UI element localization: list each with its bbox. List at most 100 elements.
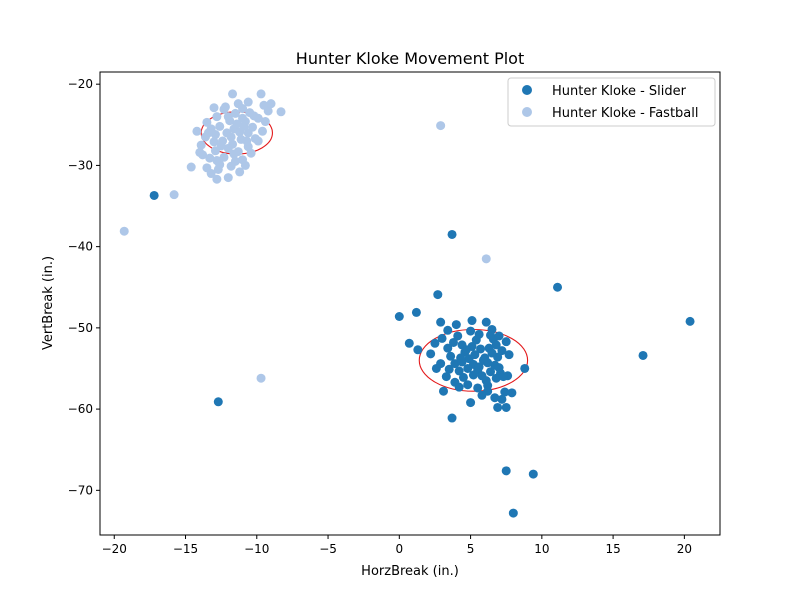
data-point-slider-30 — [463, 380, 473, 390]
data-point-slider-43 — [486, 367, 496, 377]
data-point-slider-21 — [501, 402, 511, 412]
data-point-fastball-58 — [213, 164, 223, 174]
data-point-fastball-20 — [196, 140, 206, 150]
x-tick-label: −10 — [244, 542, 269, 556]
data-point-fastball-28 — [257, 126, 267, 136]
data-point-slider-88 — [456, 353, 466, 363]
y-tick-label: −40 — [68, 240, 93, 254]
data-point-fastball-73 — [229, 149, 239, 159]
data-point-slider-50 — [450, 359, 460, 369]
data-point-fastball-70 — [223, 112, 233, 122]
x-tick-label: 15 — [605, 542, 620, 556]
data-point-slider-11 — [426, 349, 436, 359]
data-point-slider-2 — [447, 229, 457, 239]
data-point-slider-52 — [458, 372, 468, 382]
data-point-fastball-53 — [198, 150, 208, 160]
data-point-slider-13 — [436, 317, 446, 327]
points-layer — [119, 89, 695, 518]
data-point-slider-51 — [454, 366, 464, 376]
data-point-slider-85 — [477, 390, 487, 400]
data-point-slider-1 — [213, 397, 223, 407]
data-point-slider-78 — [430, 338, 440, 348]
data-point-fastball-5 — [276, 107, 286, 117]
data-point-slider-25 — [501, 466, 511, 476]
data-point-slider-7 — [394, 311, 404, 321]
x-tick-label: −5 — [319, 542, 337, 556]
data-point-slider-63 — [448, 337, 458, 347]
y-tick-label: −30 — [68, 158, 93, 172]
data-point-fastball-59 — [202, 163, 212, 173]
data-point-slider-16 — [466, 398, 476, 408]
data-point-fastball-34 — [210, 130, 220, 140]
y-tick-label: −20 — [68, 77, 93, 91]
data-point-fastball-61 — [245, 108, 255, 118]
data-point-slider-14 — [438, 386, 448, 396]
data-point-slider-5 — [685, 316, 695, 326]
y-tick-label: −50 — [68, 321, 93, 335]
data-point-fastball-69 — [203, 128, 213, 138]
x-tick-label: −20 — [102, 542, 127, 556]
data-point-fastball-46 — [248, 122, 258, 132]
data-point-fastball-0 — [119, 226, 129, 236]
data-point-slider-80 — [474, 329, 484, 339]
data-point-slider-0 — [149, 190, 159, 200]
x-tick-label: 10 — [534, 542, 549, 556]
data-point-slider-49 — [446, 351, 456, 361]
axes-frame — [99, 71, 721, 536]
data-point-slider-62 — [443, 343, 453, 353]
data-point-fastball-3 — [436, 121, 446, 131]
data-point-slider-15 — [447, 413, 457, 423]
data-point-slider-87 — [444, 364, 454, 374]
data-point-slider-76 — [454, 382, 464, 392]
data-point-slider-89 — [468, 370, 478, 380]
data-point-fastball-45 — [250, 134, 260, 144]
legend-label-fastball: Hunter Kloke - Fastball — [552, 106, 699, 121]
data-point-slider-46 — [497, 346, 507, 356]
data-point-fastball-17 — [212, 112, 222, 122]
data-point-slider-29 — [490, 393, 500, 403]
data-point-fastball-22 — [205, 153, 215, 163]
data-point-slider-10 — [413, 345, 423, 355]
data-point-slider-31 — [473, 383, 483, 393]
data-point-fastball-48 — [230, 108, 240, 118]
data-point-slider-47 — [501, 337, 511, 347]
data-point-slider-72 — [494, 363, 504, 373]
data-point-slider-56 — [476, 344, 486, 354]
data-point-fastball-72 — [242, 136, 252, 146]
data-point-slider-48 — [504, 350, 514, 360]
data-point-slider-67 — [474, 362, 484, 372]
y-axis-ticks: −70 −60 −50 −40 −30 −20 — [68, 77, 100, 497]
data-point-slider-69 — [483, 358, 493, 368]
chart-title: Hunter Kloke Movement Plot — [296, 49, 524, 68]
y-tick-label: −70 — [68, 483, 93, 497]
data-point-fastball-71 — [235, 127, 245, 137]
data-point-fastball-68 — [209, 137, 219, 147]
data-point-slider-42 — [481, 376, 491, 386]
x-tick-label: −15 — [173, 542, 198, 556]
x-axis-label: HorzBreak (in.) — [361, 564, 459, 579]
data-point-slider-70 — [487, 348, 497, 358]
data-point-slider-53 — [463, 363, 473, 373]
data-point-fastball-4 — [481, 254, 491, 264]
data-point-fastball-67 — [216, 141, 226, 151]
data-point-fastball-42 — [223, 143, 233, 153]
data-point-slider-4 — [553, 282, 563, 292]
data-point-fastball-13 — [243, 97, 253, 107]
data-point-slider-8 — [411, 307, 421, 317]
x-tick-label: 20 — [677, 542, 692, 556]
data-point-fastball-47 — [240, 117, 250, 127]
data-point-fastball-55 — [219, 152, 229, 162]
legend-box — [507, 77, 716, 127]
data-point-slider-74 — [441, 372, 451, 382]
data-point-fastball-56 — [230, 156, 240, 166]
data-point-slider-24 — [520, 363, 530, 373]
data-point-fastball-50 — [209, 103, 219, 113]
data-point-fastball-8 — [212, 174, 222, 184]
data-point-fastball-64 — [266, 99, 276, 109]
data-point-fastball-49 — [220, 102, 230, 112]
data-point-slider-26 — [528, 469, 538, 479]
data-point-slider-83 — [451, 320, 461, 330]
data-point-slider-22 — [507, 388, 517, 398]
